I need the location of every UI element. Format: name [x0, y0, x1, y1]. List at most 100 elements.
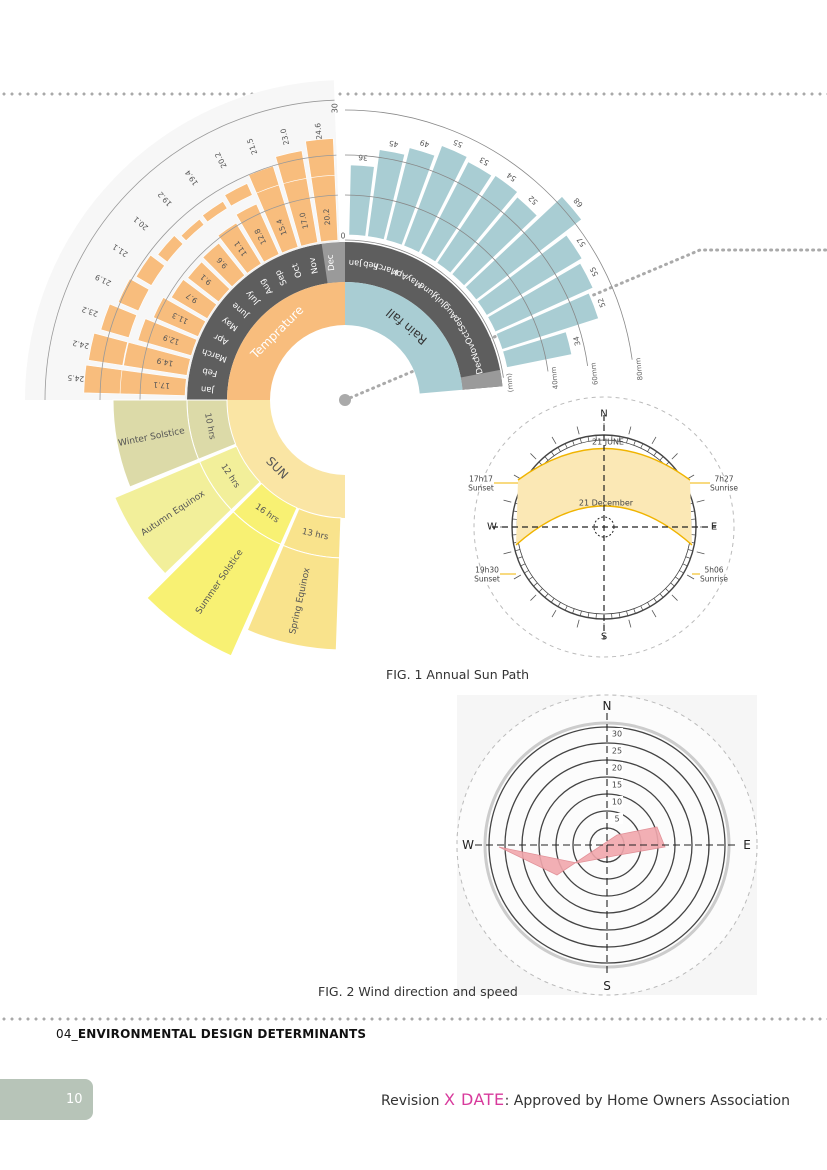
rainfall-bar — [436, 174, 519, 274]
wind-rose-scale-bg — [609, 796, 623, 807]
temperature-outer-bar — [83, 364, 123, 395]
sun-path-tick — [587, 436, 590, 442]
rainfall-label-ring — [345, 282, 463, 394]
rainfall-value-label: 49 — [419, 138, 431, 149]
rainfall-bar — [495, 292, 600, 350]
rainfall-ring-label: 60mm — [589, 362, 599, 385]
sun-path-tick — [579, 438, 582, 444]
rainfall-value-label: 57 — [575, 235, 588, 248]
rainfall-value-label: 52 — [596, 297, 608, 309]
temperature-outer-value-label: 24.6 — [313, 122, 324, 140]
sun-path-left-top-event: Sunset — [468, 484, 494, 493]
sun-path-left-top-time: 17h17 — [469, 475, 493, 484]
temperature-outer-bar — [135, 254, 165, 286]
sun-path-tick — [653, 451, 658, 456]
temperature-scale-zero: 0 — [341, 232, 346, 241]
temperature-bar — [202, 242, 246, 288]
rainfall-value-label: 53 — [478, 155, 491, 168]
rainfall-month-label: Dec — [472, 357, 486, 376]
sun-season-segment — [246, 544, 341, 651]
temperature-outer-bar — [180, 218, 205, 242]
sun-path-tick — [618, 436, 621, 442]
sun-path-tick — [670, 582, 675, 587]
rainfall-guide-arc — [344, 154, 589, 366]
sun-path-outer-tick — [686, 574, 695, 580]
sun-path-tick — [640, 443, 644, 449]
sun-path-caption: FIG. 1 Annual Sun Path — [386, 667, 530, 682]
rainfall-value-label: 45 — [388, 138, 399, 149]
sun-path-right-bottom-event: Sunrise — [700, 575, 728, 584]
temperature-month-ring-cap — [321, 242, 345, 284]
sun-path-tick — [682, 563, 688, 567]
rainfall-bar — [348, 164, 375, 237]
sun-path-tick — [659, 593, 664, 598]
wind-rose-scale-label: 10 — [612, 798, 622, 807]
sun-path-right-top-event: Sunrise — [710, 484, 738, 493]
revision-date: X DATE — [443, 1090, 505, 1109]
rainfall-ring-label: 40mm — [550, 366, 560, 389]
wind-rose-scale-bg — [609, 813, 623, 824]
revision-line: Revision X DATE: Approved by Home Owners… — [381, 1090, 790, 1109]
temperature-outer-bar — [305, 138, 336, 178]
sun-season-segment — [146, 511, 282, 657]
bottom-dotted-divider — [0, 1017, 827, 1021]
sun-path-right-top-time: 7h27 — [714, 475, 733, 484]
sun-path-outer-tick — [576, 619, 580, 628]
rainfall-guide-arc — [344, 239, 504, 378]
sun-path-outer-tick — [503, 551, 512, 555]
wind-rose-scale-label: 5 — [614, 815, 619, 824]
sun-path-tick — [572, 440, 575, 446]
temperature-outer-value-label: 24.5 — [67, 373, 85, 383]
sun-path-tick — [653, 598, 658, 603]
sun-path-tick — [647, 447, 651, 452]
page-number: 10 — [66, 1092, 83, 1107]
wind-rose-scale-label: 20 — [612, 764, 622, 773]
wind-rose-scale-bg — [609, 745, 623, 756]
temperature-value-label: 20.2 — [322, 208, 333, 226]
sun-path-tick — [564, 605, 568, 611]
rainfall-month-ring — [345, 242, 503, 390]
sun-path-tick — [557, 447, 561, 452]
temperature-guide-arc — [139, 194, 338, 401]
wind-rose-west-label: W — [462, 838, 474, 852]
sun-path-tick — [528, 576, 533, 581]
temperature-outer-bar — [275, 150, 307, 185]
temperature-bar — [153, 297, 207, 338]
rainfall-month-label: Feb — [362, 258, 379, 271]
rainfall-bar — [367, 149, 406, 241]
temperature-month-label: Nov — [308, 256, 321, 274]
rainfall-value-label: 52 — [526, 193, 539, 206]
revision-suffix: : Approved by Home Owners Association — [504, 1093, 790, 1109]
sun-path-tick — [659, 456, 664, 461]
wind-rose-scale-label: 25 — [612, 747, 622, 756]
wind-rose-scale-label: 15 — [612, 781, 622, 790]
rainfall-bar — [403, 145, 468, 254]
sun-path-tick — [665, 588, 670, 593]
sun-path-outer-tick — [628, 426, 632, 435]
sun-path-tick — [533, 582, 538, 587]
sun-path-tick — [685, 556, 691, 559]
sun-path-outer-tick — [671, 453, 678, 460]
wind-rose-scale-bg — [609, 779, 623, 790]
rainfall-bar — [502, 331, 573, 369]
sun-path-tick — [572, 608, 575, 614]
temperature-month-ring — [187, 242, 345, 400]
sun-season-segment — [114, 461, 233, 575]
temperature-outer-bar — [117, 278, 150, 312]
wind-rose-east-label: E — [743, 838, 751, 852]
radial-climate-chart: Jan17.124.5Feb14.924.2March12.923.2Apr11… — [25, 80, 645, 657]
sun-path-tick — [579, 610, 582, 616]
rainfall-ring-label: 80mm — [634, 357, 644, 380]
rainfall-value-label: 54 — [505, 170, 518, 183]
section-number: 04_ — [56, 1027, 78, 1041]
temperature-month-label: Feb — [202, 365, 219, 378]
temperature-outer-bar — [157, 235, 184, 263]
sun-path-tick — [515, 549, 521, 552]
wind-rose-scale-bg — [609, 762, 623, 773]
sun-path-tick — [640, 605, 644, 611]
sun-path-june-label: 21 JUNE — [592, 438, 624, 447]
sun-path-outer-tick — [551, 436, 557, 445]
temperature-month-label: Dec — [326, 254, 338, 272]
